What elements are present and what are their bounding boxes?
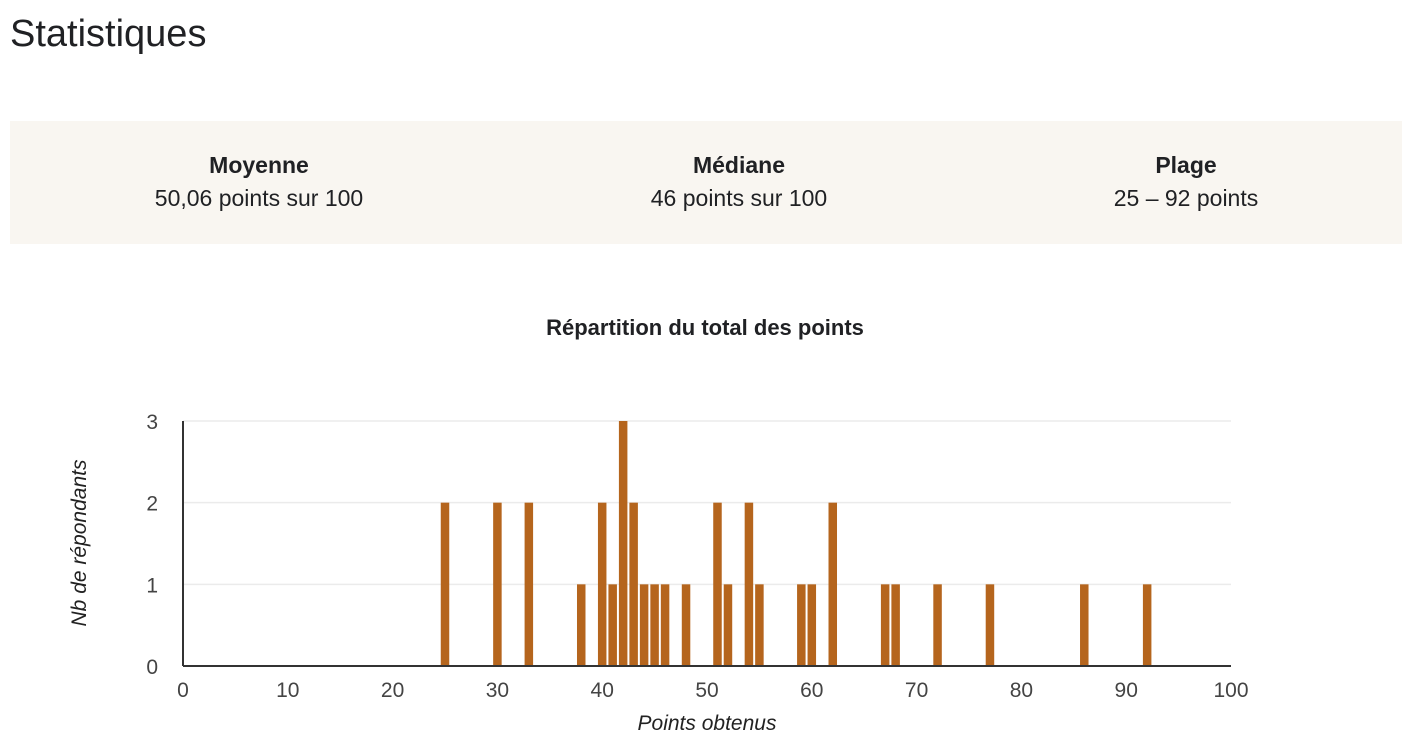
bar-86 — [1080, 584, 1089, 666]
x-tick-label-30: 30 — [486, 679, 509, 702]
stat-range-value: 25 – 92 points — [1113, 185, 1259, 211]
bar-41 — [608, 584, 617, 666]
x-tick-label-10: 10 — [276, 679, 299, 702]
stat-median-value: 46 points sur 100 — [650, 185, 828, 211]
gridlines — [183, 420, 1231, 586]
chart-title: Répartition du total des points — [546, 315, 864, 340]
y-axis-label: Nb de répondants — [68, 459, 91, 626]
stat-mean-label: Moyenne — [209, 152, 309, 178]
bars — [440, 421, 1152, 666]
x-tick-label-80: 80 — [1010, 679, 1033, 702]
points-distribution-chart: Répartition du total des points Nb de ré… — [68, 315, 1249, 735]
x-tick-label-100: 100 — [1213, 679, 1248, 702]
bar-72 — [933, 584, 942, 666]
bar-40 — [597, 502, 607, 666]
bar-45 — [650, 584, 659, 666]
bar-42 — [618, 421, 628, 666]
bar-43 — [629, 502, 638, 666]
x-tick-label-60: 60 — [800, 679, 823, 702]
bar-60 — [807, 584, 817, 666]
x-tick-label-50: 50 — [695, 679, 718, 702]
bar-48 — [681, 584, 691, 666]
bar-51 — [713, 502, 722, 666]
stat-mean-value: 50,06 points sur 100 — [154, 185, 364, 211]
x-axis-label: Points obtenus — [638, 712, 777, 735]
bar-33 — [524, 502, 534, 666]
bar-46 — [660, 584, 670, 666]
y-tick-label-0: 0 — [146, 656, 158, 679]
bar-55 — [755, 584, 764, 666]
y-tick-label-2: 2 — [146, 493, 158, 516]
stat-range: Plage 25 – 92 points — [966, 149, 1402, 215]
bar-30 — [493, 502, 502, 666]
stat-median-label: Médiane — [692, 152, 786, 178]
stat-mean: Moyenne 50,06 points sur 100 — [39, 149, 479, 215]
bar-59 — [797, 584, 806, 666]
bar-67 — [880, 584, 890, 666]
x-tick-label-90: 90 — [1115, 679, 1138, 702]
bar-68 — [891, 584, 900, 666]
stat-median: Médiane 46 points sur 100 — [519, 149, 959, 215]
x-tick-label-70: 70 — [905, 679, 928, 702]
bar-44 — [639, 584, 649, 666]
bar-38 — [576, 584, 586, 666]
y-tick-label-3: 3 — [146, 411, 158, 434]
axes — [182, 421, 1231, 667]
bar-54 — [744, 502, 754, 666]
x-tick-label-20: 20 — [381, 679, 404, 702]
x-tick-label-0: 0 — [177, 679, 189, 702]
bar-25 — [440, 502, 450, 666]
bar-62 — [828, 502, 838, 666]
y-tick-label-1: 1 — [146, 574, 158, 597]
bar-77 — [985, 584, 995, 666]
page-title: Statistiques — [10, 13, 207, 55]
bar-52 — [723, 584, 733, 666]
stat-range-label: Plage — [1155, 152, 1217, 178]
stats-panel: Moyenne 50,06 points sur 100 Médiane 46 … — [10, 121, 1402, 244]
x-tick-label-40: 40 — [591, 679, 614, 702]
bar-92 — [1142, 584, 1152, 666]
